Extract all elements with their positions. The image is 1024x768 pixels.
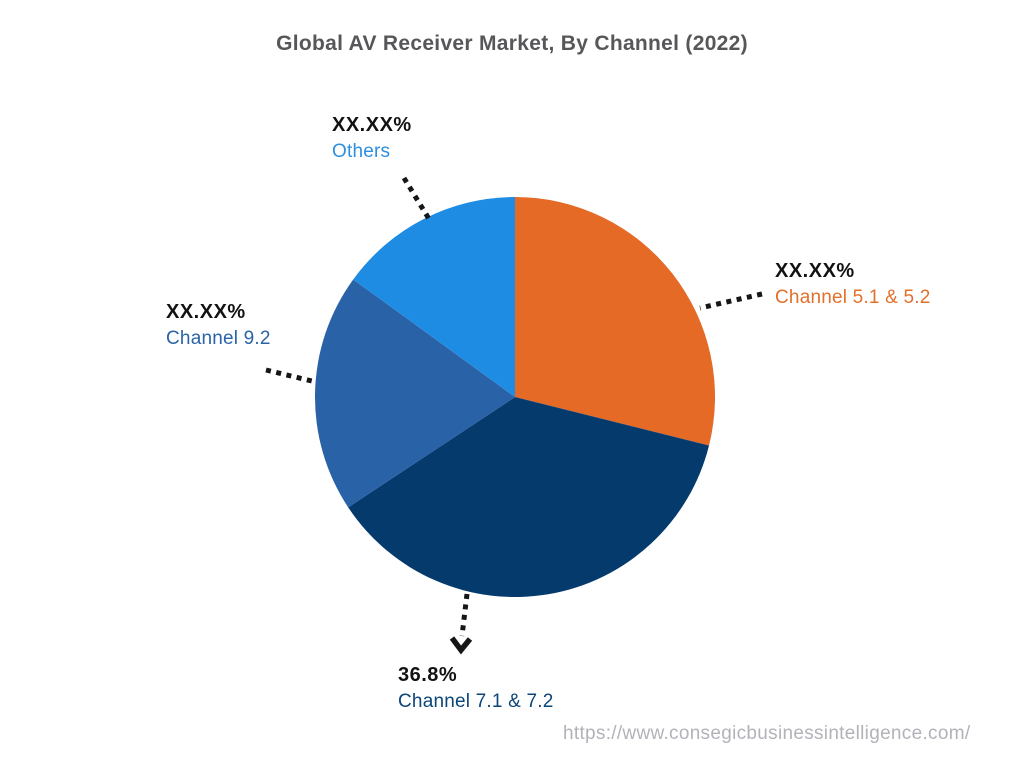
slice-percent-channel-5-1: XX.XX% bbox=[775, 260, 855, 282]
leader-line-channel-7-1 bbox=[459, 593, 470, 637]
slice-label-channel-7-1: Channel 7.1 & 7.2 bbox=[398, 691, 554, 712]
leader-line-others bbox=[401, 176, 432, 221]
pie-slice-channel-5-1-5-2 bbox=[515, 197, 716, 446]
slice-percent-channel-7-1: 36.8% bbox=[398, 664, 458, 686]
pie-slice-channel-9-2 bbox=[314, 279, 515, 508]
slice-label-channel-5-1: Channel 5.1 & 5.2 bbox=[775, 287, 931, 308]
slice-label-others: Others bbox=[332, 141, 391, 162]
pie-slices bbox=[314, 197, 716, 598]
chart-title: Global AV Receiver Market, By Channel (2… bbox=[276, 32, 748, 55]
leader-lines bbox=[265, 176, 763, 655]
slice-percent-channel-9-2: XX.XX% bbox=[166, 301, 246, 323]
leader-line-channel-5-1 bbox=[699, 291, 763, 311]
callout-others: XX.XX% Others bbox=[332, 113, 412, 163]
pie-slice-channel-7-1-7-2 bbox=[348, 397, 710, 598]
slice-percent-others: XX.XX% bbox=[332, 114, 412, 136]
arrow-down-icon bbox=[449, 636, 473, 655]
leader-line-channel-9-2 bbox=[265, 367, 317, 385]
callout-channel-7-1: 36.8% Channel 7.1 & 7.2 bbox=[398, 663, 554, 713]
callout-channel-9-2: XX.XX% Channel 9.2 bbox=[166, 300, 271, 350]
callout-channel-5-1: XX.XX% Channel 5.1 & 5.2 bbox=[775, 259, 931, 309]
watermark-url: https://www.consegicbusinessintelligence… bbox=[563, 723, 971, 744]
slice-label-channel-9-2: Channel 9.2 bbox=[166, 328, 271, 349]
pie-slice-others bbox=[353, 197, 515, 397]
